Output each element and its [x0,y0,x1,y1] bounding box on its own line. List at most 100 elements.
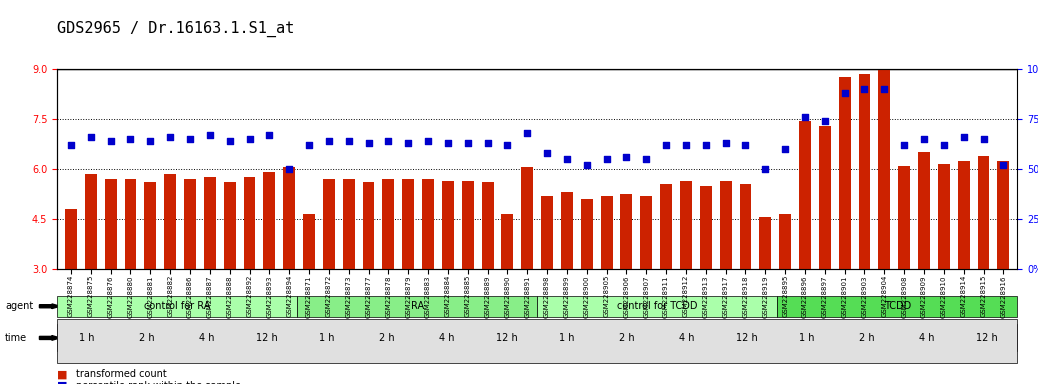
Text: time: time [5,333,27,343]
Text: 4 h: 4 h [439,333,455,343]
Text: 1 h: 1 h [320,333,335,343]
Bar [938,164,950,369]
Bar [362,182,375,369]
Bar [561,192,573,369]
Text: 2 h: 2 h [379,333,394,343]
Point [797,114,814,120]
Point [82,134,99,140]
Bar [184,179,196,369]
Point [460,140,476,146]
Bar [858,74,871,369]
Bar [878,69,891,369]
Point [856,86,873,92]
Point [400,140,416,146]
Point [619,154,635,160]
Point [519,130,536,136]
Text: 12 h: 12 h [977,333,999,343]
Bar [700,185,712,369]
Point [419,138,436,144]
Text: 4 h: 4 h [199,333,215,343]
Point [241,136,257,142]
Bar [323,179,335,369]
Bar [125,179,136,369]
Text: 1 h: 1 h [799,333,815,343]
Bar [799,121,811,369]
Text: 12 h: 12 h [736,333,758,343]
Point [221,138,238,144]
Bar [403,179,414,369]
Bar [85,174,97,369]
Text: 2 h: 2 h [859,333,875,343]
Text: 4 h: 4 h [680,333,694,343]
Text: ■: ■ [57,381,67,384]
Bar [65,209,77,369]
Bar [621,194,632,369]
Bar [760,217,771,369]
Point [757,166,773,172]
Bar [680,180,692,369]
Text: 2 h: 2 h [139,333,155,343]
Bar [541,195,553,369]
Text: TCDD: TCDD [883,301,911,311]
Point [162,134,179,140]
Point [201,132,218,138]
Bar [224,182,236,369]
Point [578,162,595,168]
Point [916,136,932,142]
Bar [839,78,850,369]
Bar [244,177,255,369]
Point [678,142,694,148]
Point [281,166,298,172]
Point [261,132,277,138]
Point [717,140,734,146]
Bar [521,167,534,369]
Bar [581,199,593,369]
Point [182,136,198,142]
Bar [343,179,355,369]
Point [340,138,357,144]
Point [360,140,377,146]
Bar [958,161,969,369]
Point [480,140,496,146]
Point [598,156,614,162]
Bar [264,172,275,369]
Point [539,150,555,156]
Text: ■: ■ [57,369,67,379]
Bar [601,195,612,369]
Text: control for TCDD: control for TCDD [617,301,698,311]
Bar [283,167,295,369]
Bar [501,214,514,369]
Bar [739,184,752,369]
Bar [482,182,493,369]
Bar [780,214,791,369]
Point [817,118,834,124]
Bar [382,179,394,369]
Point [876,86,893,92]
Point [558,156,575,162]
Point [103,138,119,144]
Bar [303,214,315,369]
Bar [144,182,157,369]
Text: GDS2965 / Dr.16163.1.S1_at: GDS2965 / Dr.16163.1.S1_at [57,21,295,37]
Bar [422,179,434,369]
Text: agent: agent [5,301,33,311]
Text: 1 h: 1 h [79,333,94,343]
Text: 4 h: 4 h [920,333,935,343]
Point [122,136,139,142]
Bar [898,166,910,369]
Bar [462,180,473,369]
Point [896,142,912,148]
Point [776,146,793,152]
Text: 12 h: 12 h [496,333,518,343]
Bar [998,161,1009,369]
Bar [105,179,116,369]
Bar [819,126,830,369]
Point [658,142,675,148]
Point [698,142,714,148]
Point [737,142,754,148]
Point [321,138,337,144]
Bar [918,152,930,369]
Point [439,140,456,146]
Point [638,156,655,162]
Text: 1 h: 1 h [559,333,575,343]
